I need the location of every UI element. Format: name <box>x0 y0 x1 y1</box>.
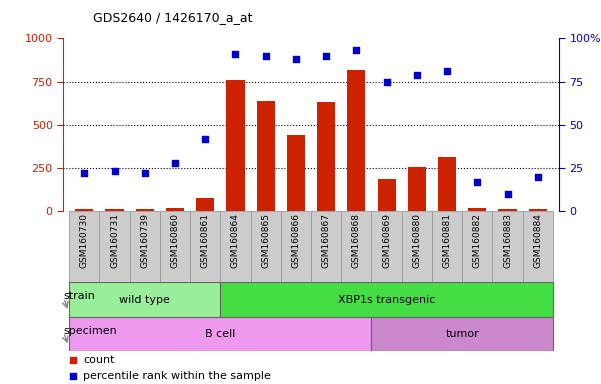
Text: GDS2640 / 1426170_a_at: GDS2640 / 1426170_a_at <box>93 12 252 25</box>
Bar <box>75 210 93 211</box>
Text: GSM160866: GSM160866 <box>291 214 300 268</box>
Point <box>442 68 452 74</box>
Text: GSM160882: GSM160882 <box>473 214 482 268</box>
Text: percentile rank within the sample: percentile rank within the sample <box>83 371 271 381</box>
Text: GSM160868: GSM160868 <box>352 214 361 268</box>
Text: count: count <box>83 355 114 366</box>
Bar <box>166 208 184 211</box>
Bar <box>69 211 99 282</box>
Bar <box>281 211 311 282</box>
Text: GSM160730: GSM160730 <box>80 214 89 268</box>
Text: GSM160880: GSM160880 <box>412 214 421 268</box>
Bar <box>317 103 335 211</box>
Bar <box>221 211 251 282</box>
Bar <box>377 179 395 211</box>
Text: wild type: wild type <box>119 295 170 305</box>
Text: GSM160861: GSM160861 <box>201 214 210 268</box>
Bar <box>371 317 553 351</box>
Bar <box>196 198 215 211</box>
Bar <box>492 211 523 282</box>
Bar <box>69 282 221 317</box>
Point <box>472 179 482 185</box>
Text: GSM160860: GSM160860 <box>171 214 180 268</box>
Bar <box>371 211 401 282</box>
Text: GSM160731: GSM160731 <box>110 214 119 268</box>
Text: GSM160881: GSM160881 <box>442 214 451 268</box>
Text: GSM160739: GSM160739 <box>140 214 149 268</box>
Point <box>502 191 512 197</box>
Bar <box>190 211 221 282</box>
Text: GSM160865: GSM160865 <box>261 214 270 268</box>
Text: B cell: B cell <box>205 329 236 339</box>
Bar <box>347 70 365 211</box>
Bar <box>69 317 371 351</box>
Bar <box>311 211 341 282</box>
Bar <box>251 211 281 282</box>
Bar <box>529 209 547 211</box>
Bar <box>105 209 124 211</box>
Point <box>412 71 422 78</box>
Text: GSM160867: GSM160867 <box>322 214 331 268</box>
Bar <box>160 211 190 282</box>
Point <box>261 53 270 59</box>
Point <box>352 47 361 53</box>
Point <box>79 170 89 176</box>
Bar <box>523 211 553 282</box>
Text: specimen: specimen <box>64 326 117 336</box>
Point <box>110 168 120 174</box>
Point <box>533 174 543 180</box>
Bar <box>257 101 275 211</box>
Bar <box>221 282 553 317</box>
Bar <box>432 211 462 282</box>
Bar <box>407 167 426 211</box>
Point <box>200 136 210 142</box>
Text: tumor: tumor <box>445 329 479 339</box>
Bar <box>287 135 305 211</box>
Point <box>170 160 180 166</box>
Point <box>140 170 150 176</box>
Point <box>322 53 331 59</box>
Bar <box>130 211 160 282</box>
Text: GSM160864: GSM160864 <box>231 214 240 268</box>
Point <box>291 56 300 62</box>
Point <box>231 51 240 57</box>
Text: GSM160884: GSM160884 <box>533 214 542 268</box>
Text: GSM160883: GSM160883 <box>503 214 512 268</box>
Bar <box>99 211 130 282</box>
Bar <box>136 209 154 211</box>
Text: XBP1s transgenic: XBP1s transgenic <box>338 295 435 305</box>
Bar <box>462 211 492 282</box>
Bar <box>468 208 486 211</box>
Bar <box>438 157 456 211</box>
Bar <box>227 80 245 211</box>
Bar <box>341 211 371 282</box>
Text: strain: strain <box>64 291 96 301</box>
Point <box>382 78 391 84</box>
Bar <box>401 211 432 282</box>
Bar <box>498 209 517 211</box>
Text: GSM160869: GSM160869 <box>382 214 391 268</box>
